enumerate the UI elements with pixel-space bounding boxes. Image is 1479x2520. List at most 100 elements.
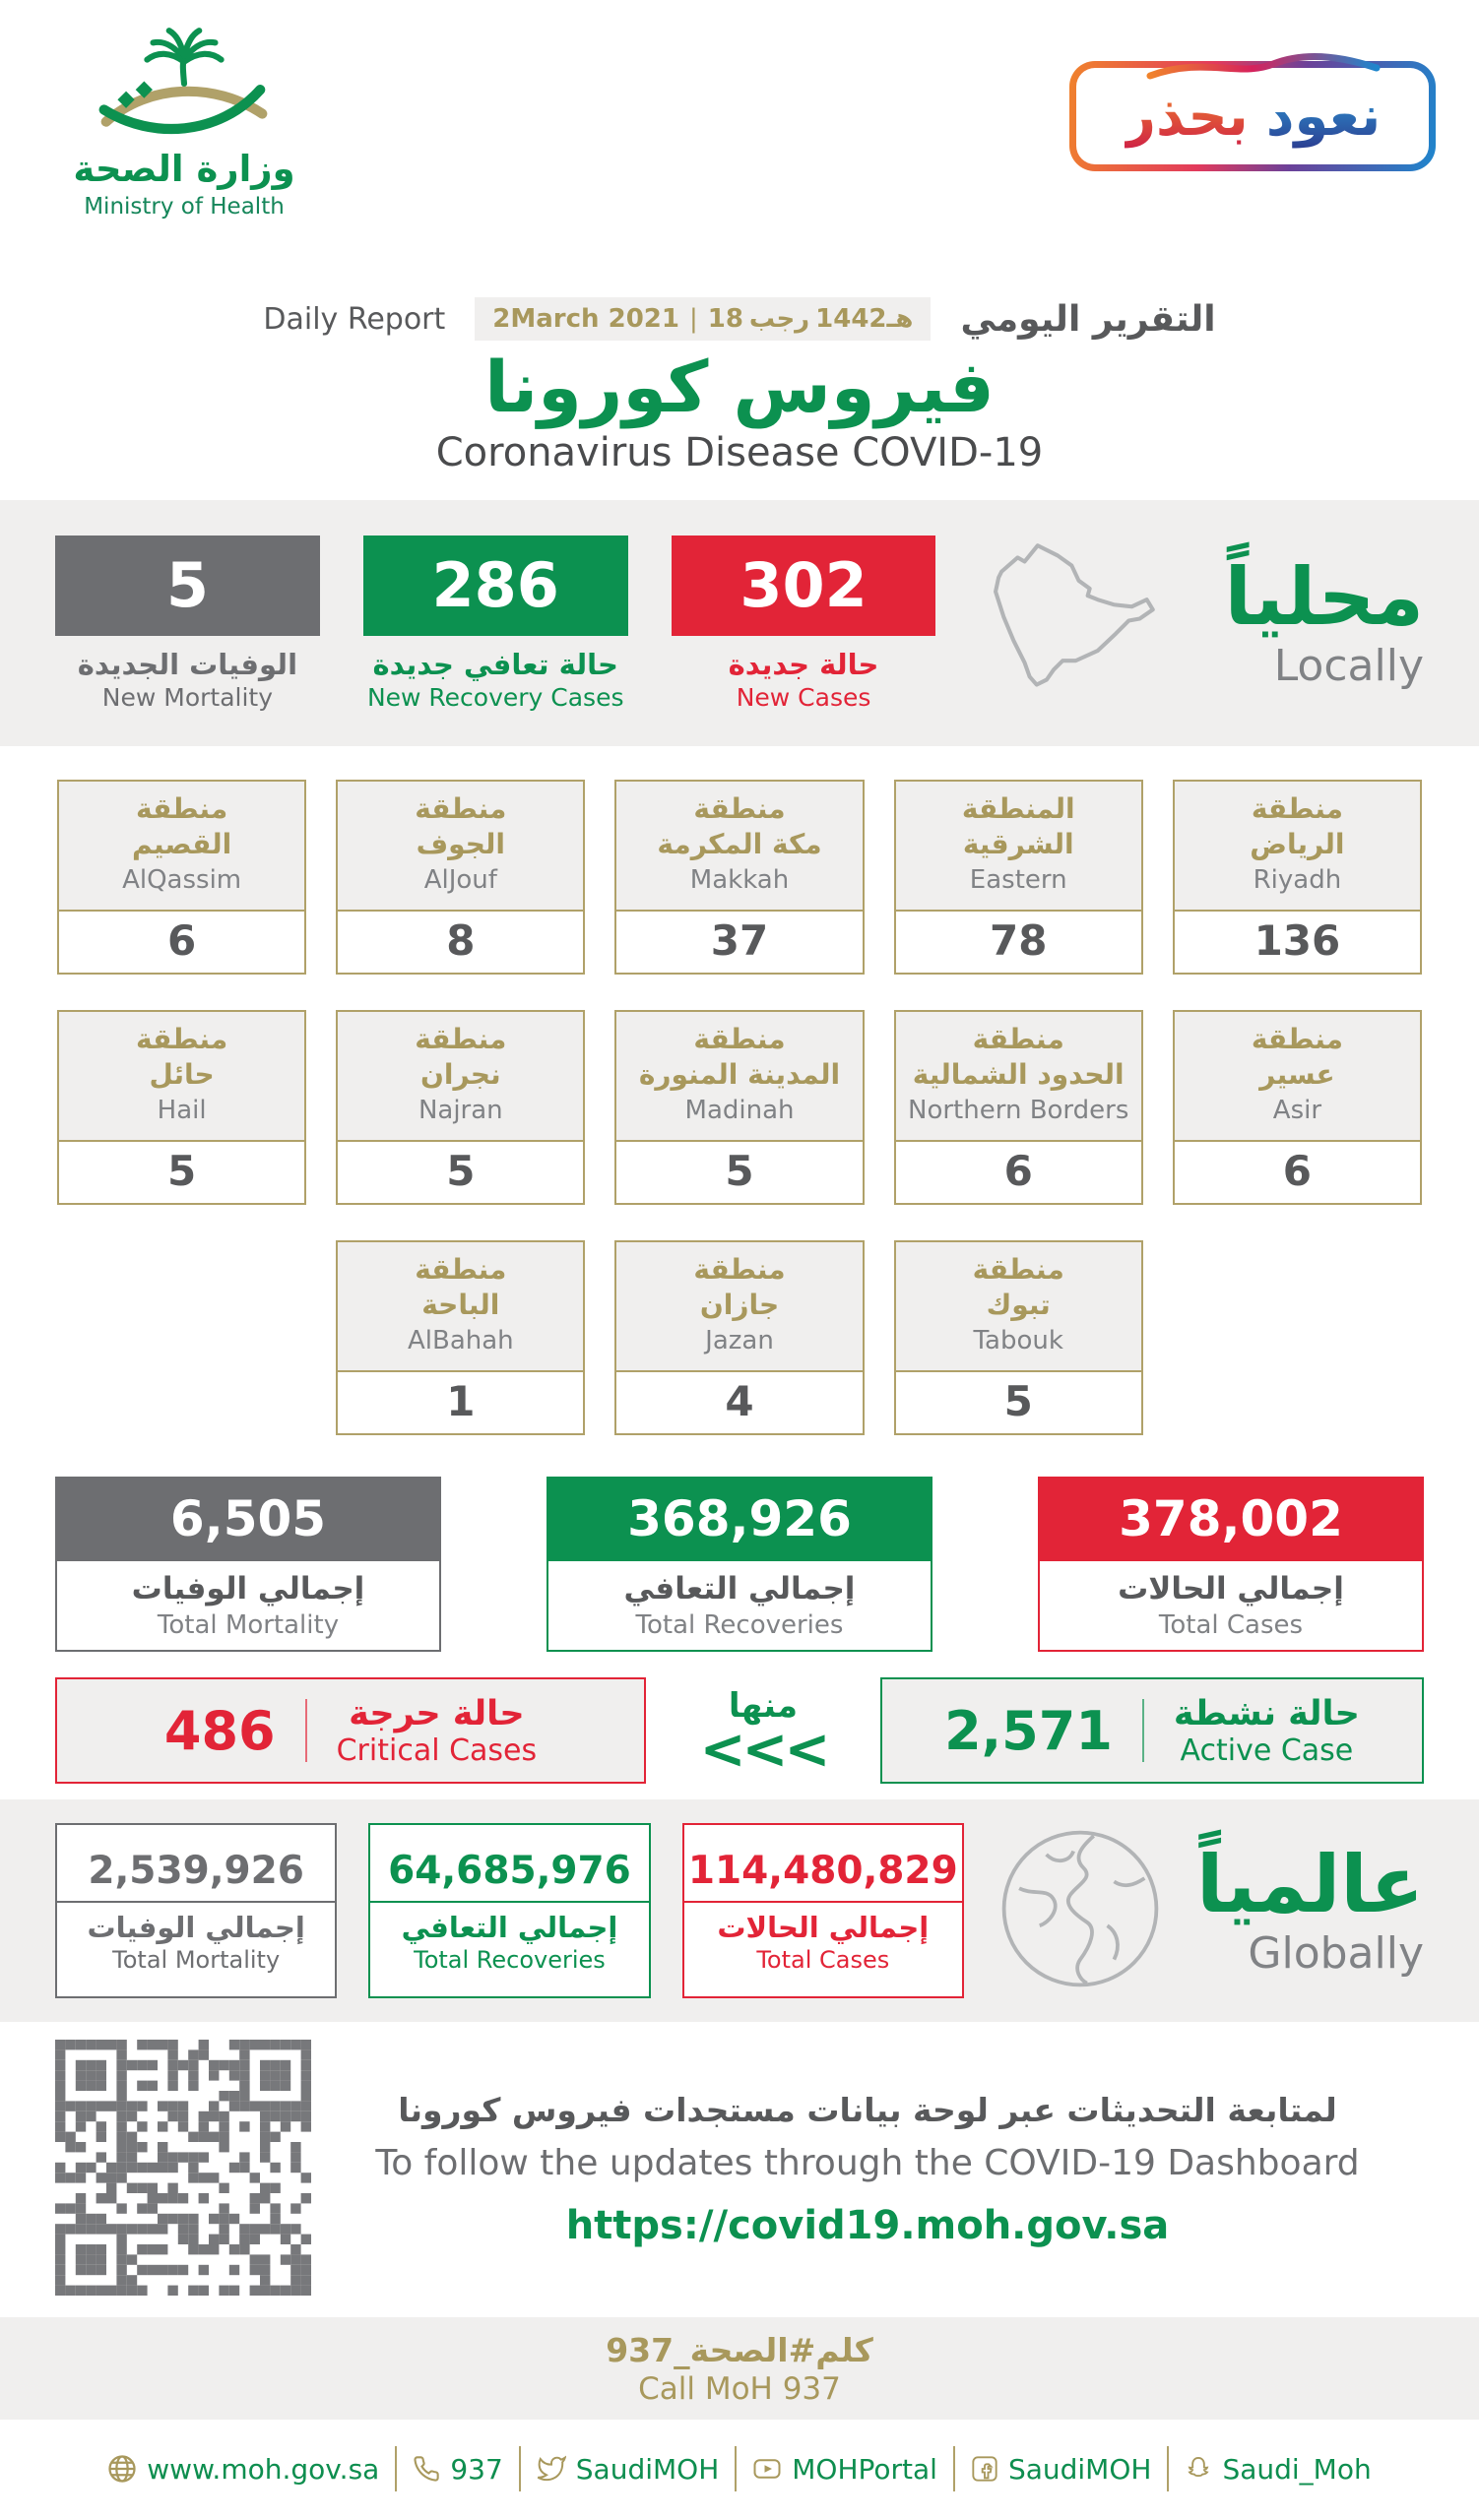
region-name-arabic: منطقة جازان	[693, 1253, 786, 1322]
region-new-cases-value: 136	[1254, 916, 1341, 965]
report-date: 2March 2021 | 18 رجب 1442هـ	[475, 297, 932, 341]
qr-code	[55, 2040, 311, 2300]
call-moh-ar: كلم#الصحة_937	[606, 2331, 873, 2369]
global-mortality-box: 2,539,926 إجمالي الوفيات Total Mortality	[55, 1823, 338, 1998]
footer-link-phone[interactable]: 937	[397, 2453, 518, 2486]
page-title-arabic: فيروس كورونا	[484, 346, 995, 428]
report-title-row: Daily Report 2March 2021 | 18 رجب 1442هـ…	[0, 0, 1479, 341]
active-critical-row: 486 حالة حرجة Critical Cases منها <<< 2,…	[0, 1652, 1479, 1799]
new-recoveries-label-ar: حالة تعافي جديدة	[372, 647, 618, 681]
footer-label: 937	[450, 2452, 503, 2486]
new-recoveries-stat: 286 حالة تعافي جديدة New Recovery Cases	[362, 535, 628, 712]
date-hijri: 18 رجب 1442هـ	[708, 304, 914, 334]
footer-link-twitter[interactable]: SaudiMOH	[521, 2453, 735, 2486]
region-card-header: منطقة نجران Najran	[338, 1012, 584, 1142]
region-name-english: Northern Borders	[908, 1095, 1129, 1125]
footer-link-website[interactable]: www.moh.gov.sa	[92, 2453, 395, 2486]
new-mortality-value: 5	[55, 535, 320, 636]
new-cases-label-ar: حالة جديدة	[728, 647, 879, 681]
region-new-cases-value: 8	[446, 916, 476, 965]
active-label-en: Active Case	[1180, 1732, 1354, 1768]
region-name-english: AlQassim	[122, 864, 242, 895]
region-card-header: منطقة تبوك Tabouk	[895, 1242, 1141, 1372]
new-recoveries-value: 286	[362, 535, 628, 636]
critical-cases-value: 486	[163, 1699, 276, 1762]
region-card-header: منطقة الرياض Riyadh	[1174, 782, 1420, 912]
critical-cases-box: 486 حالة حرجة Critical Cases	[55, 1677, 646, 1784]
divider	[370, 1900, 649, 1903]
region-new-cases-value: 6	[166, 916, 197, 965]
new-mortality-label-en: New Mortality	[101, 682, 274, 712]
facebook-icon	[971, 2455, 998, 2483]
region-card-header: منطقة حائل Hail	[59, 1012, 305, 1142]
region-name-arabic: منطقة نجران	[415, 1023, 507, 1092]
region-new-cases-value: 37	[710, 916, 769, 965]
region-name-arabic: منطقة عسير	[1251, 1023, 1343, 1092]
total-mortality-label-ar: إجمالي الوفيات	[131, 1571, 365, 1606]
region-card: منطقة مكة المكرمة Makkah 37	[614, 780, 865, 975]
dashboard-line-ar: لمتابعة التحديثات عبر لوحة بيانات مستجدا…	[398, 2091, 1337, 2129]
divider	[1141, 1699, 1144, 1762]
footer-link-facebook[interactable]: SaudiMOH	[955, 2453, 1167, 2486]
footer-label: SaudiMOH	[1007, 2452, 1152, 2486]
global-cases-box: 114,480,829 إجمالي الحالات Total Cases	[681, 1823, 964, 1998]
region-name-arabic: منطقة مكة المكرمة	[657, 792, 822, 861]
global-mortality-label-ar: إجمالي الوفيات	[87, 1910, 305, 1944]
region-new-cases-value: 78	[989, 916, 1048, 965]
header: وزارة الصحة Ministry of Health نعود بحذر…	[0, 0, 1479, 500]
region-new-cases-value: 5	[166, 1147, 197, 1195]
region-name-arabic: منطقة حائل	[136, 1023, 228, 1092]
region-name-english: AlJouf	[423, 864, 497, 895]
footer-label: MOHPortal	[792, 2452, 937, 2486]
divider	[952, 2446, 955, 2491]
badge-word-behathar: بحذر	[1124, 84, 1249, 149]
critical-cases-label: حالة حرجة Critical Cases	[337, 1694, 538, 1768]
region-card: منطقة عسير Asir 6	[1172, 1010, 1422, 1205]
total-recoveries-box: 368,926 إجمالي التعافي Total Recoveries	[547, 1477, 932, 1652]
region-name-arabic: منطقة الحدود الشمالية	[912, 1023, 1125, 1092]
global-mortality-label-en: Total Mortality	[112, 1945, 281, 1974]
global-recoveries-label-en: Total Recoveries	[414, 1945, 606, 1974]
region-name-english: Asir	[1272, 1095, 1322, 1125]
region-name-arabic: منطقة الباحة	[415, 1253, 507, 1322]
region-card: منطقة الرياض Riyadh 136	[1172, 780, 1422, 975]
footer-link-youtube[interactable]: MOHPortal	[737, 2453, 953, 2486]
divider	[683, 1900, 962, 1903]
divider	[735, 2446, 738, 2491]
region-new-cases-value: 5	[1003, 1377, 1033, 1425]
badge-swoosh-icon	[1145, 52, 1382, 86]
chevrons-left-icon: <<<	[699, 1717, 831, 1782]
globe-icon	[107, 2454, 137, 2484]
dashboard-url-link[interactable]: https://covid19.moh.gov.sa	[565, 2203, 1170, 2248]
region-name-english: AlBahah	[407, 1325, 514, 1355]
divider	[395, 2446, 398, 2491]
region-card: منطقة القصيم AlQassim 6	[57, 780, 307, 975]
region-card: منطقة المدينة المنورة Madinah 5	[614, 1010, 865, 1205]
total-mortality-box: 6,505 إجمالي الوفيات Total Mortality	[55, 1477, 441, 1652]
total-mortality-value: 6,505	[57, 1479, 439, 1561]
global-cases-value: 114,480,829	[687, 1848, 958, 1893]
region-card-header: منطقة عسير Asir	[1174, 1012, 1420, 1142]
region-name-arabic: منطقة القصيم	[131, 792, 232, 861]
dashboard-line-en: To follow the updates through the COVID-…	[375, 2143, 1360, 2183]
global-recoveries-box: 64,685,976 إجمالي التعافي Total Recoveri…	[368, 1823, 651, 1998]
snapchat-icon	[1185, 2455, 1212, 2483]
active-label-ar: حالة نشطة	[1173, 1693, 1360, 1733]
return-with-caution-badge: نعود بحذر	[1069, 52, 1436, 171]
footer-link-snapchat[interactable]: Saudi_Moh	[1169, 2453, 1386, 2486]
total-cases-box: 378,002 إجمالي الحالات Total Cases	[1038, 1477, 1424, 1652]
region-card: منطقة نجران Najran 5	[336, 1010, 586, 1205]
global-cases-label-ar: إجمالي الحالات	[717, 1910, 930, 1944]
twitter-icon	[537, 2454, 566, 2484]
global-mortality-value: 2,539,926	[88, 1848, 304, 1893]
daily-report-label-ar: التقرير اليومي	[960, 298, 1216, 340]
hijri-month: رجب	[748, 304, 810, 334]
moh-logo: وزارة الصحة Ministry of Health	[71, 22, 297, 220]
call-moh-band: كلم#الصحة_937 Call MoH 937	[0, 2317, 1479, 2420]
footer-label: SaudiMOH	[575, 2452, 720, 2486]
footer-label: Saudi_Moh	[1222, 2452, 1372, 2486]
locally-heading-en: Locally	[1273, 640, 1424, 691]
badge-word-naoud: نعود	[1265, 84, 1382, 149]
active-cases-label: حالة نشطة Active Case	[1174, 1694, 1360, 1768]
regions-grid: منطقة الرياض Riyadh 136 المنطقة الشرقية …	[0, 746, 1479, 1459]
